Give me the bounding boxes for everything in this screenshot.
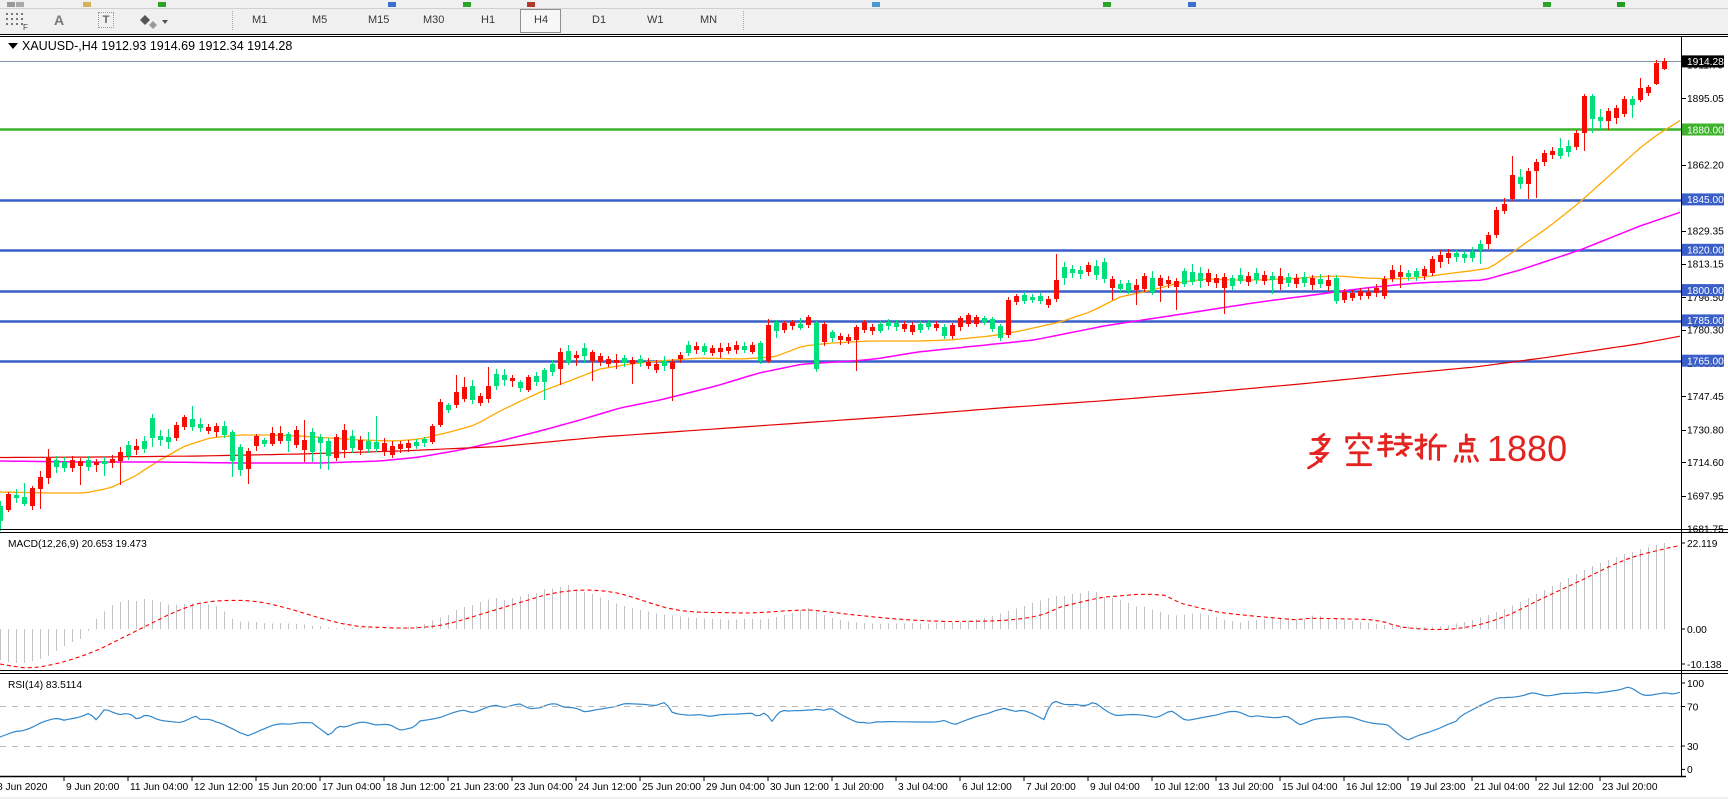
svg-text:1780.30: 1780.30 bbox=[1687, 326, 1724, 337]
svg-text:1895.05: 1895.05 bbox=[1687, 94, 1724, 105]
svg-text:1820.00: 1820.00 bbox=[1687, 246, 1724, 257]
svg-text:22 Jul 12:00: 22 Jul 12:00 bbox=[1538, 782, 1594, 793]
svg-text:1 Jul 20:00: 1 Jul 20:00 bbox=[834, 782, 884, 793]
svg-text:1796.50: 1796.50 bbox=[1687, 293, 1724, 304]
svg-text:1697.95: 1697.95 bbox=[1687, 492, 1724, 503]
svg-text:3 Jul 04:00: 3 Jul 04:00 bbox=[898, 782, 948, 793]
svg-text:21 Jun 23:00: 21 Jun 23:00 bbox=[450, 782, 509, 793]
svg-text:0: 0 bbox=[1687, 765, 1693, 776]
svg-text:16 Jul 12:00: 16 Jul 12:00 bbox=[1346, 782, 1402, 793]
svg-text:70: 70 bbox=[1687, 702, 1699, 713]
svg-text:RSI(14) 83.5114: RSI(14) 83.5114 bbox=[8, 680, 82, 691]
svg-text:18 Jun 12:00: 18 Jun 12:00 bbox=[386, 782, 445, 793]
svg-text:MACD(12,26,9) 20.653 19.473: MACD(12,26,9) 20.653 19.473 bbox=[8, 539, 147, 550]
svg-text:15 Jun 20:00: 15 Jun 20:00 bbox=[258, 782, 317, 793]
svg-text:12 Jun 12:00: 12 Jun 12:00 bbox=[194, 782, 253, 793]
svg-text:13 Jul 20:00: 13 Jul 20:00 bbox=[1218, 782, 1274, 793]
svg-text:11 Jun 04:00: 11 Jun 04:00 bbox=[130, 782, 188, 793]
svg-text:23 Jun 04:00: 23 Jun 04:00 bbox=[514, 782, 573, 793]
svg-text:F: F bbox=[23, 23, 28, 32]
svg-text:0.00: 0.00 bbox=[1687, 625, 1707, 636]
svg-text:8 Jun 2020: 8 Jun 2020 bbox=[0, 782, 48, 793]
svg-text:29 Jun 04:00: 29 Jun 04:00 bbox=[706, 782, 765, 793]
svg-text:1914.28: 1914.28 bbox=[1687, 57, 1724, 68]
svg-text:22.119: 22.119 bbox=[1687, 539, 1718, 550]
svg-text:1785.00: 1785.00 bbox=[1687, 316, 1724, 327]
svg-text:19 Jul 23:00: 19 Jul 23:00 bbox=[1410, 782, 1466, 793]
svg-text:30: 30 bbox=[1687, 742, 1699, 753]
svg-text:15 Jul 04:00: 15 Jul 04:00 bbox=[1282, 782, 1338, 793]
svg-text:9 Jun 20:00: 9 Jun 20:00 bbox=[66, 782, 120, 793]
svg-text:1880.00: 1880.00 bbox=[1687, 125, 1724, 136]
svg-text:23 Jul 20:00: 23 Jul 20:00 bbox=[1602, 782, 1658, 793]
svg-text:30 Jun 12:00: 30 Jun 12:00 bbox=[770, 782, 829, 793]
svg-text:1730.80: 1730.80 bbox=[1687, 426, 1724, 437]
svg-text:1845.00: 1845.00 bbox=[1687, 195, 1724, 206]
svg-text:1862.20: 1862.20 bbox=[1687, 161, 1724, 172]
svg-text:XAUUSD-,H4 1912.93 1914.69 19: XAUUSD-,H4 1912.93 1914.69 1912.34 1914.… bbox=[22, 39, 292, 53]
svg-text:10 Jul 12:00: 10 Jul 12:00 bbox=[1154, 782, 1210, 793]
svg-text:1813.15: 1813.15 bbox=[1687, 259, 1724, 270]
svg-text:1880: 1880 bbox=[1487, 428, 1567, 469]
svg-text:1714.60: 1714.60 bbox=[1687, 458, 1724, 469]
svg-text:1747.45: 1747.45 bbox=[1687, 392, 1724, 403]
svg-text:6 Jul 12:00: 6 Jul 12:00 bbox=[962, 782, 1012, 793]
svg-text:1829.35: 1829.35 bbox=[1687, 227, 1724, 238]
svg-text:7 Jul 20:00: 7 Jul 20:00 bbox=[1026, 782, 1076, 793]
svg-text:17 Jun 04:00: 17 Jun 04:00 bbox=[322, 782, 381, 793]
svg-text:-10.138: -10.138 bbox=[1687, 660, 1722, 671]
svg-text:25 Jun 20:00: 25 Jun 20:00 bbox=[642, 782, 701, 793]
svg-text:24 Jun 12:00: 24 Jun 12:00 bbox=[578, 782, 637, 793]
svg-text:100: 100 bbox=[1687, 679, 1704, 690]
svg-text:1765.00: 1765.00 bbox=[1687, 357, 1724, 368]
svg-text:21 Jul 04:00: 21 Jul 04:00 bbox=[1474, 782, 1530, 793]
svg-text:1800.00: 1800.00 bbox=[1687, 286, 1724, 297]
svg-text:9 Jul 04:00: 9 Jul 04:00 bbox=[1090, 782, 1140, 793]
svg-text:1681.75: 1681.75 bbox=[1687, 524, 1724, 535]
